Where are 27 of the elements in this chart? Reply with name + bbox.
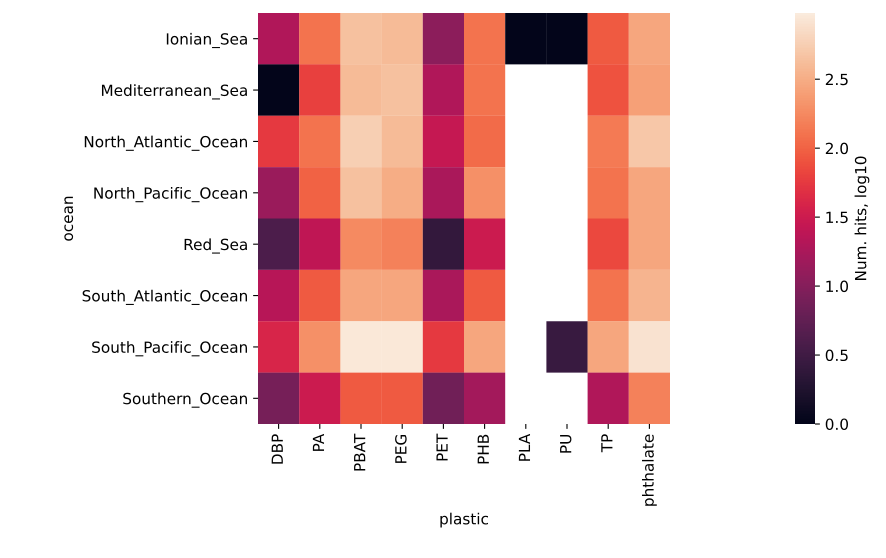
x-tick-label: PLA — [518, 434, 530, 461]
x-tick-label: phthalate — [642, 434, 657, 506]
x-tick-label: TP — [601, 434, 612, 452]
y-tick-label: South_Pacific_Ocean — [92, 341, 247, 356]
y-tick-label: North_Pacific_Ocean — [94, 187, 247, 202]
color-bar-label: 0.5 — [826, 350, 848, 362]
x-tick-label: PHB — [478, 434, 489, 464]
x-tick-label: PET — [436, 434, 448, 460]
x-tick-label: DBP — [272, 434, 283, 464]
y-tick-label: Southern_Ocean — [123, 392, 247, 408]
color-bar-title: Num. hits, log10 — [854, 156, 870, 280]
x-tick-label: PA — [312, 434, 324, 451]
y-tick-label: Red_Sea — [184, 238, 247, 254]
color-bar-label: 2.0 — [826, 142, 848, 154]
y-tick-label: South_Atlantic_Ocean — [82, 290, 247, 305]
x-axis-title: plastic — [440, 512, 488, 528]
x-tick-label: PBAT — [354, 434, 366, 471]
x-tick-label: PEG — [395, 434, 407, 463]
y-tick-label: Ionian_Sea — [166, 32, 247, 48]
color-bar-label: 1.5 — [826, 212, 848, 224]
x-tick-label: PU — [560, 435, 572, 453]
y-axis-title: ocean — [64, 196, 74, 241]
color-bar-label: 2.5 — [826, 74, 848, 86]
color-bar-label: 0.0 — [826, 418, 848, 430]
y-tick-label: North_Atlantic_Ocean — [84, 136, 247, 151]
color-bar-label: 1.0 — [826, 280, 848, 292]
y-tick-label: Mediterranean_Sea — [102, 84, 247, 100]
